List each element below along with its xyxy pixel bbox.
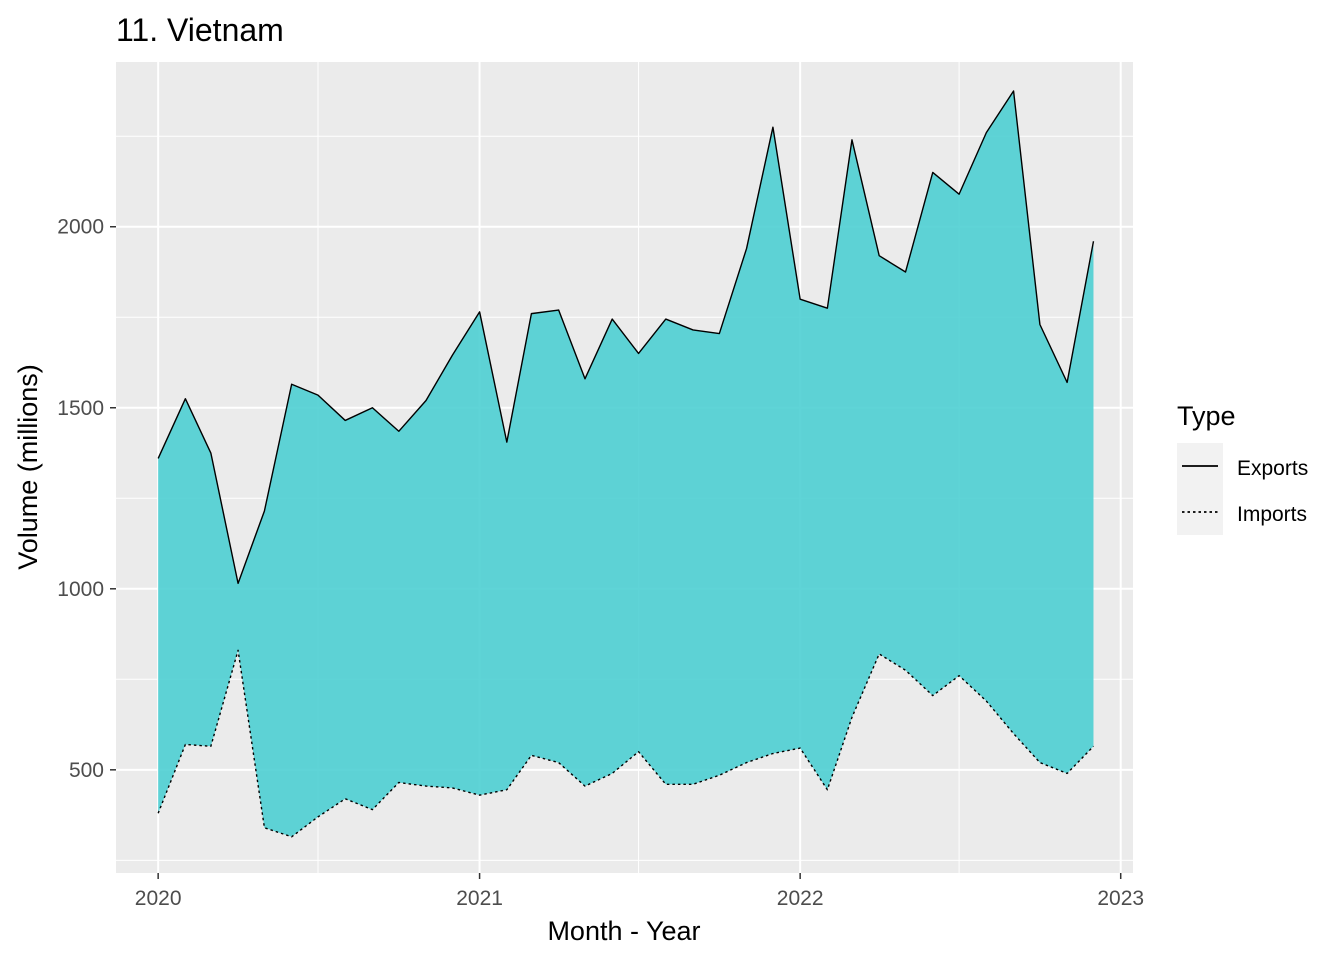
legend: Type Exports Imports xyxy=(1177,401,1308,535)
legend-key-background xyxy=(1177,443,1223,535)
y-axis-title: Volume (millions) xyxy=(13,364,43,570)
x-tick-label: 2023 xyxy=(1097,887,1144,910)
legend-label-imports: Imports xyxy=(1237,503,1307,526)
y-tick-label: 500 xyxy=(69,759,104,782)
x-axis: 2020 2021 2022 2023 xyxy=(135,873,1144,910)
area-ribbon xyxy=(158,90,1094,837)
series-layer xyxy=(157,90,1095,838)
y-tick-label: 2000 xyxy=(57,216,104,239)
legend-title: Type xyxy=(1177,401,1236,431)
x-tick-label: 2020 xyxy=(135,887,182,910)
y-tick-label: 1500 xyxy=(57,397,104,420)
series-line-imports xyxy=(157,649,1094,838)
chart-title: 11. Vietnam xyxy=(116,12,284,48)
y-axis: 500 1000 1500 2000 xyxy=(57,216,116,782)
y-tick-label: 1000 xyxy=(57,578,104,601)
series-line-exports xyxy=(157,90,1095,585)
x-tick-label: 2021 xyxy=(456,887,503,910)
x-axis-title: Month - Year xyxy=(547,916,700,946)
x-tick-label: 2022 xyxy=(777,887,824,910)
legend-label-exports: Exports xyxy=(1237,457,1308,480)
